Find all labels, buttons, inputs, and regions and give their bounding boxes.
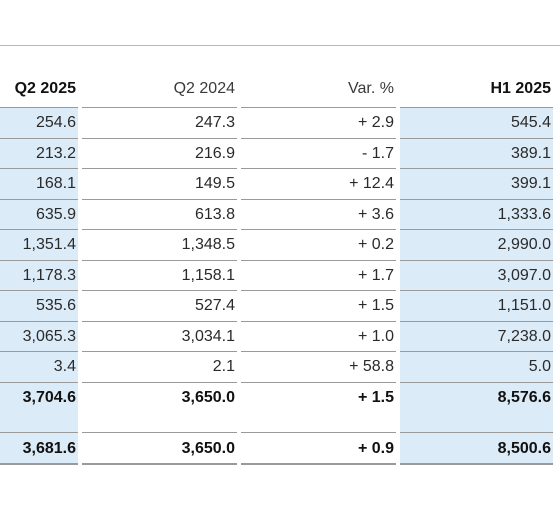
cell-h1-2025: 1,333.6	[400, 199, 553, 229]
cell-q2-2024: 2.1	[82, 351, 237, 381]
cell-var-percent: + 1.5	[241, 290, 396, 320]
cell-h1-2025: 1,151.0	[400, 290, 553, 320]
bottom-rule-var	[241, 463, 396, 465]
cell-q2-2024: 247.3	[82, 107, 237, 137]
header-q2-2025: Q2 2025	[14, 80, 76, 97]
cell-q2-2024: 149.5	[82, 168, 237, 198]
header-q2-2024: Q2 2024	[173, 80, 235, 97]
cell-q2-2025: 1,351.4	[0, 229, 78, 259]
cell-q2-2025: 1,178.3	[0, 260, 78, 290]
cell-q2-2025: 168.1	[0, 168, 78, 198]
cell-q2-2025: 3,065.3	[0, 321, 78, 351]
cell-var-percent: + 58.8	[241, 351, 396, 381]
cell-var-percent: + 2.9	[241, 107, 396, 137]
cell-q2-2025: 3.4	[0, 351, 78, 381]
cell-var-percent: + 1.0	[241, 321, 396, 351]
cell-q2-2025: 635.9	[0, 199, 78, 229]
cell-var-percent: + 0.9	[241, 432, 396, 463]
cell-q2-2024: 613.8	[82, 199, 237, 229]
cell-q2-2024: 216.9	[82, 138, 237, 168]
cell-q2-2024: 527.4	[82, 290, 237, 320]
cell-var-percent: + 1.5	[241, 382, 396, 412]
cell-q2-2024: 1,158.1	[82, 260, 237, 290]
h1-2025-column-highlight	[400, 107, 553, 463]
cell-h1-2025: 399.1	[400, 168, 553, 198]
cell-h1-2025: 545.4	[400, 107, 553, 137]
cell-q2-2025: 535.6	[0, 290, 78, 320]
cell-q2-2024: 3,650.0	[82, 382, 237, 412]
cell-var-percent: + 0.2	[241, 229, 396, 259]
cell-h1-2025: 5.0	[400, 351, 553, 381]
cell-h1-2025: 3,097.0	[400, 260, 553, 290]
cell-h1-2025: 389.1	[400, 138, 553, 168]
cell-var-percent: + 1.7	[241, 260, 396, 290]
bottom-rule-q2-2024	[82, 463, 237, 465]
cell-var-percent: + 12.4	[241, 168, 396, 198]
cell-q2-2024: 3,034.1	[82, 321, 237, 351]
cell-h1-2025: 7,238.0	[400, 321, 553, 351]
cell-h1-2025: 8,500.6	[400, 432, 553, 463]
cell-q2-2024: 1,348.5	[82, 229, 237, 259]
cell-q2-2025: 3,704.6	[0, 382, 78, 412]
cell-q2-2025: 254.6	[0, 107, 78, 137]
bottom-rule-h1-2025	[400, 463, 553, 465]
cell-q2-2025: 213.2	[0, 138, 78, 168]
cell-q2-2024: 3,650.0	[82, 432, 237, 463]
cell-q2-2025: 3,681.6	[0, 432, 78, 463]
q2-2025-column-highlight	[0, 107, 78, 463]
cell-var-percent: - 1.7	[241, 138, 396, 168]
cell-h1-2025: 8,576.6	[400, 382, 553, 412]
header-var-percent: Var. %	[348, 80, 394, 97]
top-divider	[0, 45, 560, 46]
cell-h1-2025: 2,990.0	[400, 229, 553, 259]
header-h1-2025: H1 2025	[490, 80, 552, 97]
cell-var-percent: + 3.6	[241, 199, 396, 229]
bottom-rule-q2-2025	[0, 463, 78, 465]
